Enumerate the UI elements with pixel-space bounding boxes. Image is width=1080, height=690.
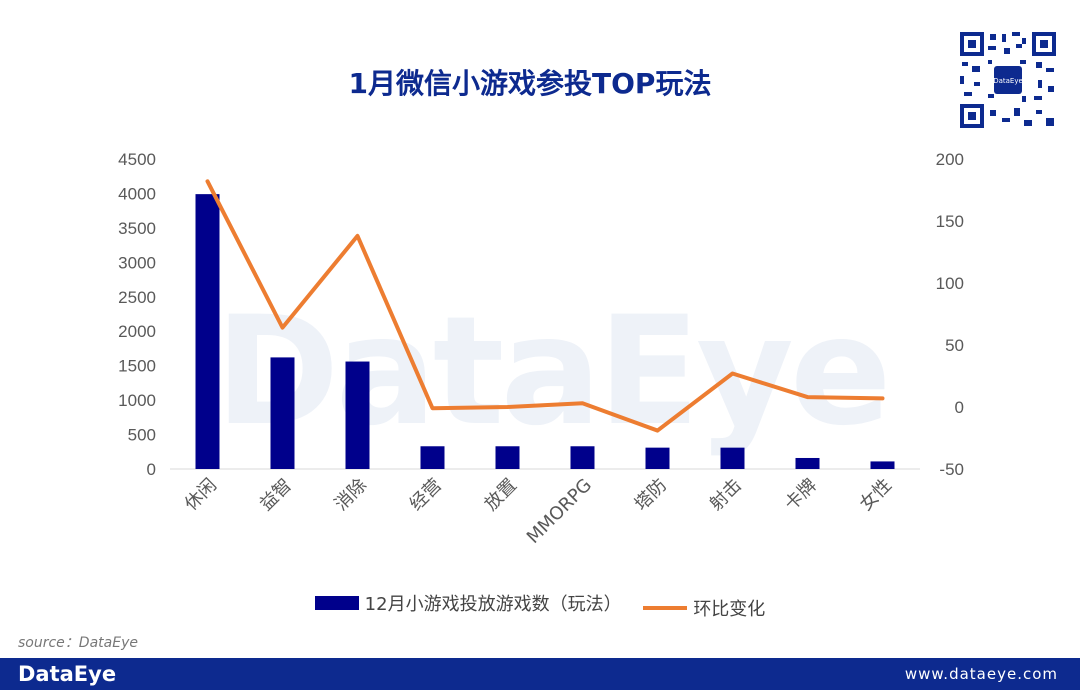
- line-path: [205, 179, 885, 433]
- left-tick-label: 2000: [118, 322, 156, 341]
- bar: [870, 461, 895, 469]
- legend: 12月小游戏投放游戏数（玩法） 环比变化: [0, 590, 1080, 621]
- category-label: 射击: [706, 475, 746, 515]
- bar: [420, 446, 445, 469]
- left-tick-label: 0: [147, 460, 156, 479]
- bar: [495, 446, 520, 469]
- category-labels: 休闲 益智 消除 经营 放置 MMORPG 塔防 射击 卡牌 女性: [181, 475, 896, 548]
- left-tick-label: 1500: [118, 357, 156, 376]
- footer-brand-logo: DataEye: [18, 662, 117, 686]
- bar: [345, 361, 370, 469]
- right-axis: -50 0 50 100 150 200: [936, 150, 964, 479]
- left-tick-label: 4500: [118, 150, 156, 169]
- left-axis: 0 500 1000 1500 2000 2500 3000 3500 4000 4500: [118, 150, 156, 479]
- right-tick-label: 150: [936, 212, 964, 231]
- source-note: source：DataEye: [18, 635, 138, 651]
- right-tick-label: 200: [936, 150, 964, 169]
- footer-bar: DataEye www.dataeye.com: [0, 658, 1080, 690]
- bar-series: [195, 194, 895, 469]
- footer-url: www.dataeye.com: [904, 665, 1058, 683]
- legend-bar-label: 12月小游戏投放游戏数（玩法）: [364, 594, 622, 615]
- bar: [795, 457, 820, 469]
- left-tick-label: 3000: [118, 253, 156, 272]
- category-label: 益智: [256, 475, 296, 515]
- bar: [570, 446, 595, 469]
- line-series: [205, 179, 885, 433]
- legend-line-swatch: [643, 606, 688, 610]
- qr-code: DataEye: [958, 30, 1058, 130]
- bar: [645, 447, 670, 469]
- bar: [720, 447, 745, 469]
- category-label: 女性: [856, 475, 896, 515]
- category-label: 经营: [406, 475, 446, 515]
- bar: [195, 194, 220, 469]
- category-label: 卡牌: [781, 475, 821, 515]
- right-tick-label: 100: [936, 274, 964, 293]
- left-tick-label: 500: [128, 426, 156, 445]
- legend-bar-swatch: [314, 596, 359, 610]
- bar: [270, 357, 295, 469]
- legend-item-bar: 12月小游戏投放游戏数（玩法）: [314, 590, 622, 616]
- right-tick-label: -50: [939, 460, 964, 479]
- watermark: DataEye: [215, 285, 892, 459]
- left-tick-label: 1000: [118, 391, 156, 410]
- qr-center-label: DataEye: [993, 77, 1023, 85]
- category-label: 休闲: [181, 475, 221, 515]
- category-label: MMORPG: [523, 475, 596, 548]
- left-tick-label: 3500: [118, 219, 156, 238]
- legend-line-label: 环比变化: [693, 599, 766, 620]
- category-label: 塔防: [631, 475, 671, 515]
- right-tick-label: 50: [945, 336, 964, 355]
- left-tick-label: 2500: [118, 288, 156, 307]
- right-tick-label: 0: [955, 398, 964, 417]
- category-label: 放置: [481, 475, 521, 515]
- left-tick-label: 4000: [118, 184, 156, 203]
- chart-title: 1月微信小游戏参投TOP玩法: [348, 67, 712, 100]
- legend-item-line: 环比变化: [643, 595, 765, 621]
- category-label: 消除: [331, 475, 371, 515]
